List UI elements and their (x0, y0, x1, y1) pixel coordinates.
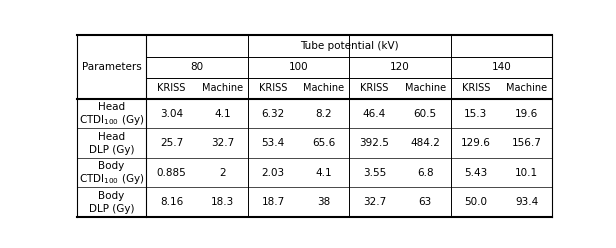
Text: 6.32: 6.32 (261, 109, 285, 119)
Text: 46.4: 46.4 (363, 109, 386, 119)
Text: 53.4: 53.4 (261, 138, 285, 148)
Text: 129.6: 129.6 (461, 138, 491, 148)
Text: 120: 120 (390, 62, 410, 72)
Text: 50.0: 50.0 (464, 197, 487, 207)
Text: Machine: Machine (303, 83, 344, 93)
Text: 3.04: 3.04 (160, 109, 183, 119)
Text: 65.6: 65.6 (312, 138, 335, 148)
Text: 32.7: 32.7 (211, 138, 234, 148)
Text: DLP (Gy): DLP (Gy) (89, 145, 134, 155)
Text: 2: 2 (219, 168, 225, 178)
Text: 19.6: 19.6 (515, 109, 538, 119)
Text: KRISS: KRISS (462, 83, 490, 93)
Text: 0.885: 0.885 (156, 168, 187, 178)
Text: 60.5: 60.5 (413, 109, 437, 119)
Text: 484.2: 484.2 (410, 138, 440, 148)
Text: 18.7: 18.7 (261, 197, 285, 207)
Text: Machine: Machine (506, 83, 547, 93)
Text: KRISS: KRISS (158, 83, 186, 93)
Text: 156.7: 156.7 (512, 138, 541, 148)
Text: 6.8: 6.8 (417, 168, 434, 178)
Text: 2.03: 2.03 (261, 168, 285, 178)
Text: 93.4: 93.4 (515, 197, 538, 207)
Text: DLP (Gy): DLP (Gy) (89, 204, 134, 214)
Text: 25.7: 25.7 (160, 138, 183, 148)
Text: Parameters: Parameters (82, 62, 142, 72)
Text: Body: Body (99, 161, 124, 171)
Text: 3.55: 3.55 (363, 168, 386, 178)
Text: CTDI$_{100}$ (Gy): CTDI$_{100}$ (Gy) (79, 172, 144, 186)
Text: 392.5: 392.5 (360, 138, 389, 148)
Text: 5.43: 5.43 (464, 168, 487, 178)
Text: 32.7: 32.7 (363, 197, 386, 207)
Text: 15.3: 15.3 (464, 109, 487, 119)
Text: Head: Head (98, 132, 125, 142)
Text: 80: 80 (190, 62, 203, 72)
Text: Head: Head (98, 102, 125, 112)
Text: 10.1: 10.1 (515, 168, 538, 178)
Text: 8.2: 8.2 (315, 109, 332, 119)
Text: KRISS: KRISS (259, 83, 287, 93)
Text: Tube potential (kV): Tube potential (kV) (300, 41, 399, 51)
Text: Machine: Machine (405, 83, 446, 93)
Text: 18.3: 18.3 (211, 197, 234, 207)
Text: 63: 63 (419, 197, 432, 207)
Text: CTDI$_{100}$ (Gy): CTDI$_{100}$ (Gy) (79, 113, 144, 127)
Text: KRISS: KRISS (360, 83, 389, 93)
Text: 100: 100 (288, 62, 308, 72)
Text: Body: Body (99, 191, 124, 201)
Text: 8.16: 8.16 (160, 197, 183, 207)
Text: 140: 140 (492, 62, 511, 72)
Text: 4.1: 4.1 (315, 168, 332, 178)
Text: 38: 38 (317, 197, 330, 207)
Text: Machine: Machine (202, 83, 243, 93)
Text: 4.1: 4.1 (214, 109, 230, 119)
